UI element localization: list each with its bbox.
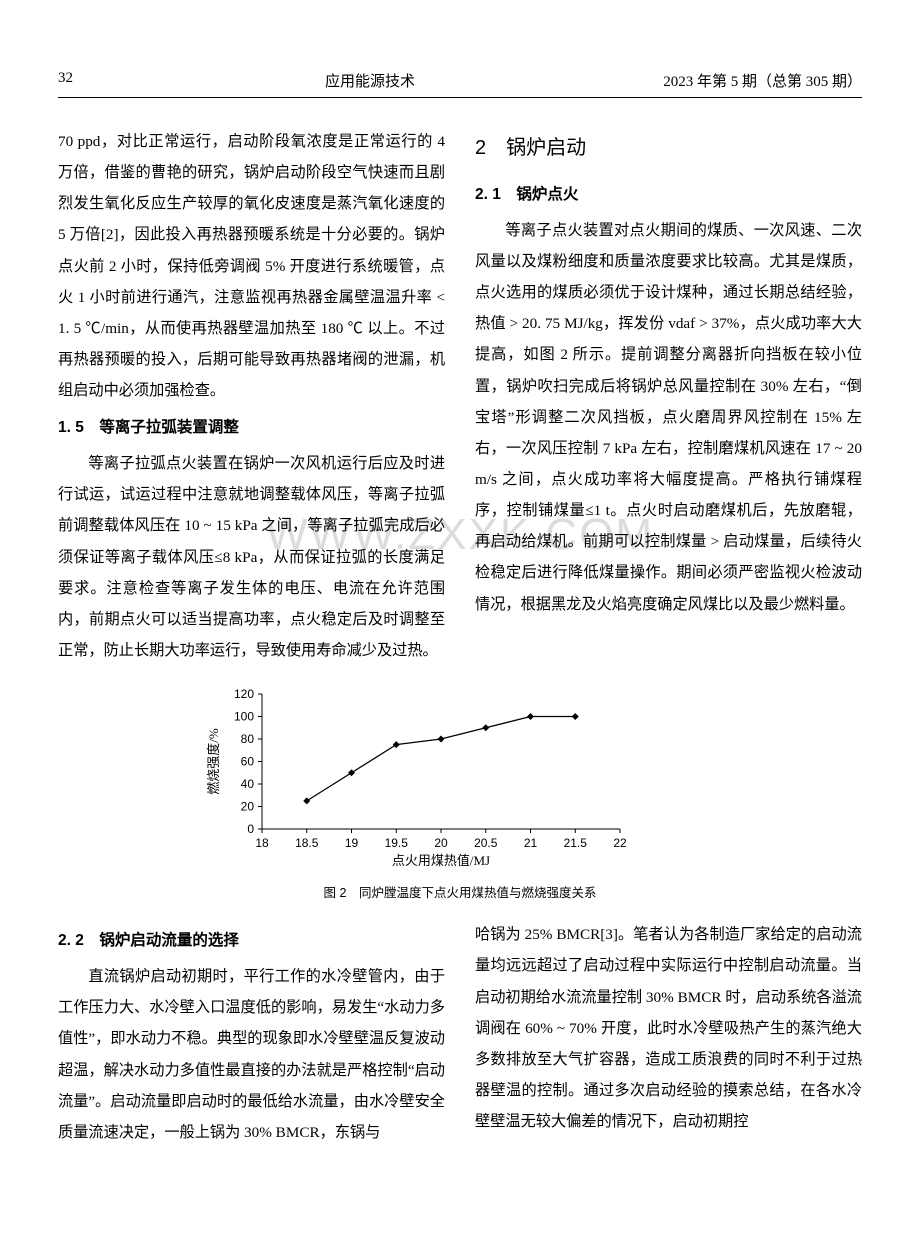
svg-text:120: 120 — [234, 687, 254, 701]
heading-1-5: 1. 5 等离子拉弧装置调整 — [58, 412, 445, 444]
right-column-lower: 哈锅为 25% BMCR[3]。笔者认为各制造厂家给定的启动流量均远远超过了启动… — [475, 919, 862, 1148]
svg-text:20.5: 20.5 — [474, 836, 498, 850]
svg-text:18.5: 18.5 — [295, 836, 319, 850]
svg-text:22: 22 — [613, 836, 627, 850]
svg-text:0: 0 — [247, 822, 254, 836]
heading-2-2: 2. 2 锅炉启动流量的选择 — [58, 925, 445, 957]
page-number: 32 — [58, 70, 138, 91]
svg-text:燃烧强度/%: 燃烧强度/% — [206, 728, 221, 795]
lower-columns: 2. 2 锅炉启动流量的选择 直流锅炉启动初期时，平行工作的水冷壁管内，由于工作… — [58, 919, 862, 1148]
para-right-1: 等离子点火装置对点火期间的煤质、一次风速、二次风量以及煤粉细度和质量浓度要求比较… — [475, 215, 862, 620]
svg-text:40: 40 — [241, 777, 255, 791]
page-header: 32 应用能源技术 2023 年第 5 期（总第 305 期） — [58, 70, 862, 98]
svg-text:点火用煤热值/MJ: 点火用煤热值/MJ — [392, 853, 490, 868]
journal-name: 应用能源技术 — [138, 70, 602, 91]
para-left-2: 等离子拉弧点火装置在锅炉一次风机运行后应及时进行试运，试运过程中注意就地调整载体… — [58, 448, 445, 666]
svg-text:60: 60 — [241, 755, 255, 769]
chart-caption: 图 2 同炉膛温度下点火用煤热值与燃烧强度关系 — [58, 882, 862, 901]
left-column-lower: 2. 2 锅炉启动流量的选择 直流锅炉启动初期时，平行工作的水冷壁管内，由于工作… — [58, 919, 445, 1148]
heading-2: 2 锅炉启动 — [475, 128, 862, 169]
left-column: 70 ppd，对比正常运行，启动阶段氧浓度是正常运行的 4 万倍，借鉴的曹艳的研… — [58, 126, 445, 666]
upper-columns: 70 ppd，对比正常运行，启动阶段氧浓度是正常运行的 4 万倍，借鉴的曹艳的研… — [58, 126, 862, 666]
svg-text:21.5: 21.5 — [564, 836, 588, 850]
right-column: 2 锅炉启动 2. 1 锅炉点火 等离子点火装置对点火期间的煤质、一次风速、二次… — [475, 126, 862, 666]
svg-text:19: 19 — [345, 836, 359, 850]
heading-2-1: 2. 1 锅炉点火 — [475, 179, 862, 211]
chart-svg: 0 20 40 60 80 100 120 18 18.5 19 19.5 20 20.5 21 21.5 2… — [200, 684, 630, 869]
para-left-1: 70 ppd，对比正常运行，启动阶段氧浓度是正常运行的 4 万倍，借鉴的曹艳的研… — [58, 126, 445, 406]
para-bottom-left: 直流锅炉启动初期时，平行工作的水冷壁管内，由于工作压力大、水冷壁入口温度低的影响… — [58, 961, 445, 1148]
svg-text:18: 18 — [255, 836, 269, 850]
para-bottom-right: 哈锅为 25% BMCR[3]。笔者认为各制造厂家给定的启动流量均远远超过了启动… — [475, 919, 862, 1137]
svg-text:19.5: 19.5 — [385, 836, 409, 850]
svg-text:80: 80 — [241, 732, 255, 746]
issue-info: 2023 年第 5 期（总第 305 期） — [602, 70, 862, 91]
svg-text:100: 100 — [234, 710, 254, 724]
svg-text:20: 20 — [434, 836, 448, 850]
chart-figure-2: 0 20 40 60 80 100 120 18 18.5 19 19.5 20 20.5 21 21.5 2… — [200, 684, 720, 874]
svg-text:21: 21 — [524, 836, 538, 850]
svg-text:20: 20 — [241, 800, 255, 814]
